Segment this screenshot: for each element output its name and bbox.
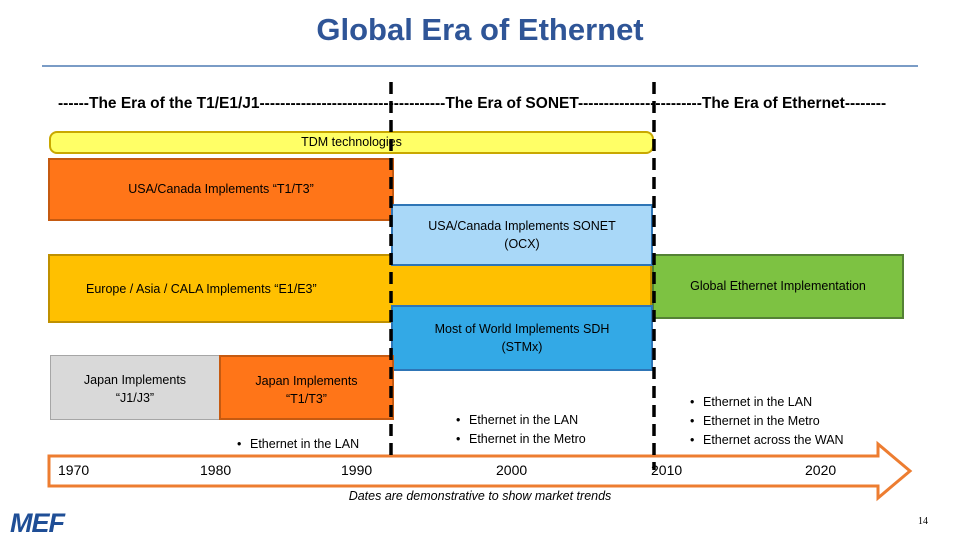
bullets-1990: Ethernet in the LAN <box>237 435 359 454</box>
bullet-item: Ethernet in the Metro <box>690 412 844 431</box>
year-label: 2010 <box>651 462 683 478</box>
year-label: 1970 <box>58 462 90 478</box>
slide-title: Global Era of Ethernet <box>316 12 644 47</box>
usa-canada-t1-box: USA/Canada Implements “T1/T3” <box>48 158 394 221</box>
title-divider <box>42 65 918 67</box>
year-label: 2000 <box>496 462 528 478</box>
usa-canada-sonet-box: USA/Canada Implements SONET (OCX) <box>391 204 653 266</box>
world-sdh-box: Most of World Implements SDH (STMx) <box>391 305 653 371</box>
year-label: 1990 <box>341 462 373 478</box>
japan-j1-box: Japan Implements “J1/J3” <box>50 355 220 420</box>
bullets-2010: Ethernet in the LAN Ethernet in the Metr… <box>690 393 844 450</box>
era-labels: ------The Era of the T1/E1/J1-----------… <box>58 95 887 112</box>
bullets-2000: Ethernet in the LAN Ethernet in the Metr… <box>456 411 586 449</box>
global-ethernet-box: Global Ethernet Implementation <box>652 254 904 319</box>
bullet-item: Ethernet in the LAN <box>690 393 844 412</box>
mef-logo: MEF <box>10 508 65 538</box>
year-label: 2020 <box>805 462 837 478</box>
bullet-item: Ethernet across the WAN <box>690 431 844 450</box>
bullet-item: Ethernet in the Metro <box>456 430 586 449</box>
bullet-item: Ethernet in the LAN <box>456 411 586 430</box>
bullet-item: Ethernet in the LAN <box>237 435 359 454</box>
dates-caption: Dates are demonstrative to show market t… <box>348 489 612 503</box>
europe-asia-e1-label: Europe / Asia / CALA Implements “E1/E3” <box>86 282 317 296</box>
japan-t1-box: Japan Implements “T1/T3” <box>219 355 394 420</box>
tdm-technologies-bar: TDM technologies <box>49 131 654 154</box>
year-label: 1980 <box>200 462 232 478</box>
page-number: 14 <box>918 516 928 527</box>
